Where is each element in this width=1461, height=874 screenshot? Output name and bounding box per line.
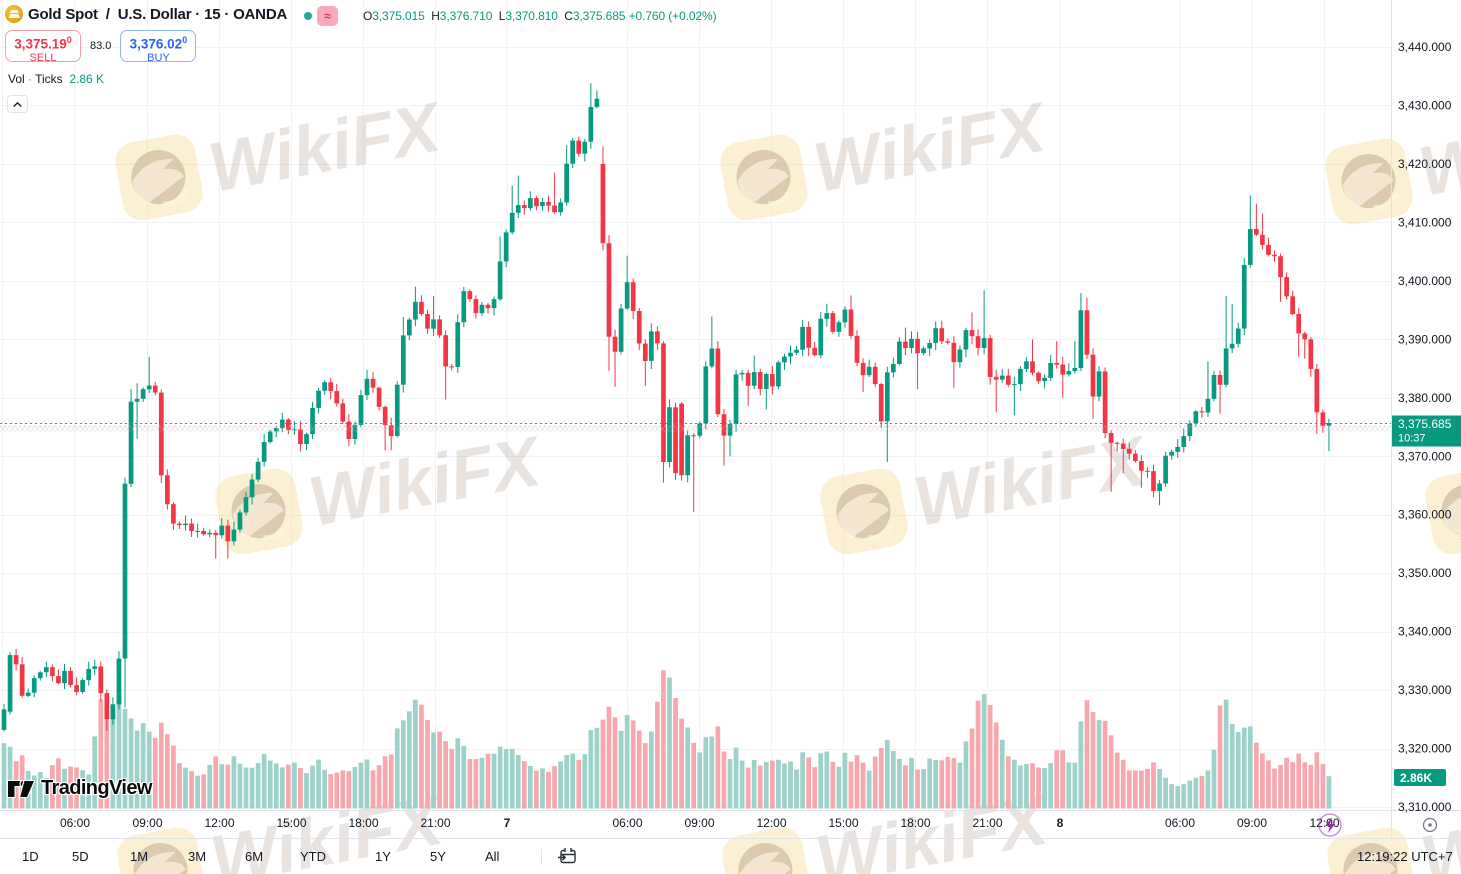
- svg-text:3,320.000: 3,320.000: [1398, 742, 1452, 756]
- svg-text:3,330.000: 3,330.000: [1398, 683, 1452, 697]
- svg-text:15:00: 15:00: [276, 816, 306, 830]
- svg-text:3,440.000: 3,440.000: [1398, 40, 1452, 54]
- svg-text:09:00: 09:00: [1237, 816, 1267, 830]
- svg-text:3,410.000: 3,410.000: [1398, 215, 1452, 229]
- svg-text:06:00: 06:00: [60, 816, 90, 830]
- svg-text:8: 8: [1057, 816, 1064, 830]
- svg-text:12:00: 12:00: [204, 816, 234, 830]
- svg-text:3,375.685: 3,375.685: [1398, 417, 1452, 431]
- svg-text:3,370.000: 3,370.000: [1398, 449, 1452, 463]
- svg-text:WikiFX: WikiFX: [908, 421, 1155, 541]
- svg-text:12:00: 12:00: [756, 816, 786, 830]
- svg-text:2.86K: 2.86K: [1400, 771, 1432, 785]
- svg-text:3,430.000: 3,430.000: [1398, 99, 1452, 113]
- svg-text:3,360.000: 3,360.000: [1398, 508, 1452, 522]
- svg-text:12:00: 12:00: [1309, 816, 1339, 830]
- svg-text:7: 7: [504, 816, 511, 830]
- svg-text:10:37: 10:37: [1398, 433, 1426, 445]
- svg-text:WikiFX: WikiFX: [303, 421, 550, 541]
- svg-text:3,340.000: 3,340.000: [1398, 625, 1452, 639]
- svg-text:18:00: 18:00: [348, 816, 378, 830]
- svg-text:3,420.000: 3,420.000: [1398, 157, 1452, 171]
- svg-text:3,350.000: 3,350.000: [1398, 566, 1452, 580]
- svg-text:09:00: 09:00: [684, 816, 714, 830]
- svg-text:3,390.000: 3,390.000: [1398, 332, 1452, 346]
- svg-text:06:00: 06:00: [612, 816, 642, 830]
- svg-text:18:00: 18:00: [900, 816, 930, 830]
- svg-text:09:00: 09:00: [132, 816, 162, 830]
- svg-text:3,310.000: 3,310.000: [1398, 800, 1452, 814]
- svg-text:06:00: 06:00: [1165, 816, 1195, 830]
- svg-text:15:00: 15:00: [828, 816, 858, 830]
- svg-text:3,380.000: 3,380.000: [1398, 391, 1452, 405]
- svg-text:21:00: 21:00: [420, 816, 450, 830]
- svg-text:3,400.000: 3,400.000: [1398, 274, 1452, 288]
- svg-text:21:00: 21:00: [972, 816, 1002, 830]
